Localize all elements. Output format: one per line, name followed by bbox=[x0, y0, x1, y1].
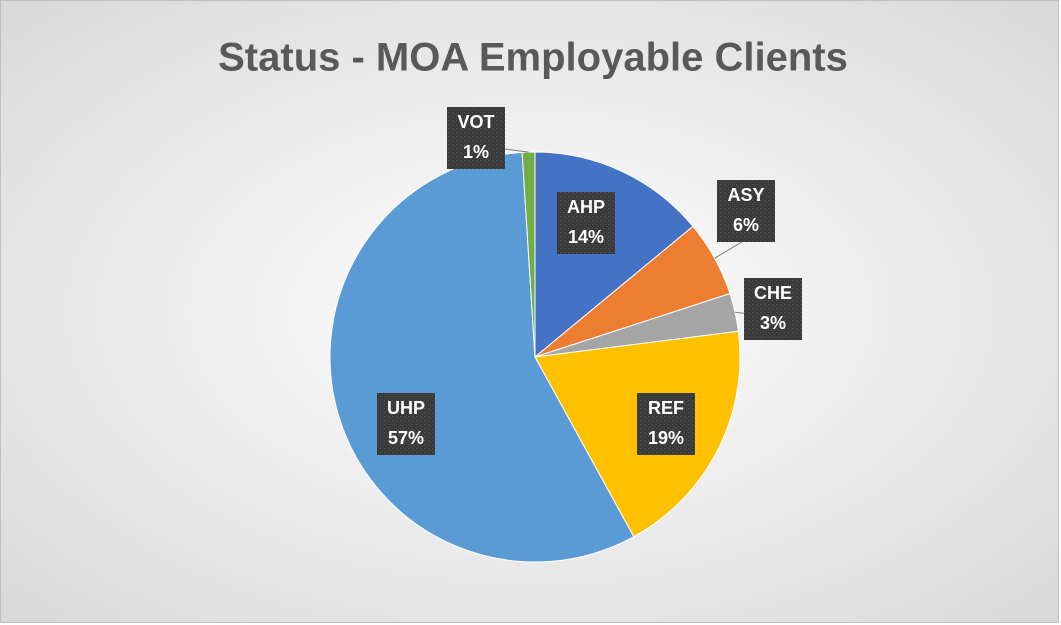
label-box bbox=[717, 180, 775, 242]
pie bbox=[329, 151, 741, 563]
label-box bbox=[744, 278, 802, 340]
label-box bbox=[637, 393, 695, 455]
chart-title: Status - MOA Employable Clients bbox=[218, 36, 848, 80]
slice bbox=[521, 151, 536, 358]
label-value: 14% bbox=[568, 227, 604, 247]
label-category: VOT bbox=[457, 112, 494, 132]
label-category: AHP bbox=[567, 197, 605, 217]
label-value: 6% bbox=[733, 215, 759, 235]
label-category: CHE bbox=[754, 283, 792, 303]
label-value: 3% bbox=[760, 313, 786, 333]
slice bbox=[329, 151, 635, 563]
label-value: 57% bbox=[388, 428, 424, 448]
label-value: 1% bbox=[463, 142, 489, 162]
label-category: ASY bbox=[727, 185, 764, 205]
leader-line bbox=[504, 148, 529, 153]
label-value: 19% bbox=[648, 428, 684, 448]
label-category: UHP bbox=[387, 398, 425, 418]
label-box bbox=[377, 393, 435, 455]
label-box bbox=[447, 107, 505, 169]
data-labels: AHP 14% ASY 6% CHE 3% REF 19% UHP 57% VOT 1% bbox=[377, 107, 803, 455]
label-box bbox=[557, 192, 615, 254]
label-category: REF bbox=[648, 398, 684, 418]
